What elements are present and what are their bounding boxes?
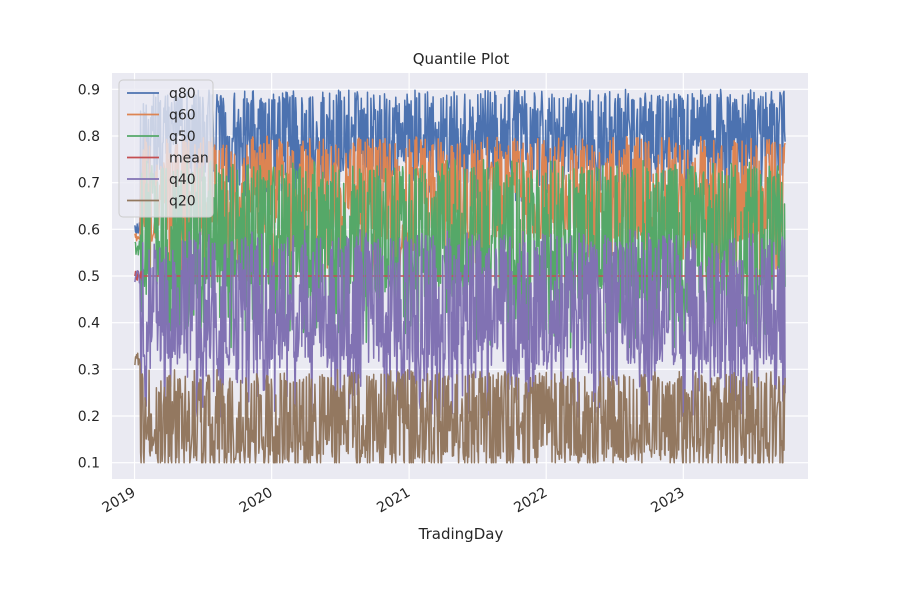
- y-tick-label: 0.9: [78, 82, 100, 98]
- legend-label-q60: q60: [169, 108, 196, 124]
- chart-title: Quantile Plot: [413, 50, 510, 68]
- series-line-q50: [134, 158, 786, 349]
- legend: q80 q60 q50 mean q40 q20: [118, 79, 214, 218]
- legend-label-q50: q50: [169, 129, 196, 145]
- series-lines: [134, 88, 786, 464]
- x-tick-label: 2019: [100, 485, 139, 517]
- x-tick-label: 2021: [374, 485, 413, 517]
- y-tick-label: 0.1: [78, 456, 100, 472]
- y-tick-label: 0.7: [78, 176, 100, 192]
- legend-label-mean: mean: [169, 151, 209, 167]
- x-axis-label: TradingDay: [418, 525, 504, 543]
- y-tick-label: 0.5: [78, 269, 100, 285]
- legend-label-q80: q80: [169, 86, 196, 102]
- y-tick-label: 0.4: [78, 316, 100, 332]
- y-tick-label: 0.6: [78, 222, 100, 238]
- y-tick-label: 0.3: [78, 362, 100, 378]
- series-line-q20: [134, 352, 786, 464]
- x-tick-label: 2023: [648, 485, 687, 517]
- x-tick-label: 2020: [237, 485, 276, 517]
- y-tick-label: 0.8: [78, 129, 100, 145]
- legend-label-q40: q40: [169, 172, 196, 188]
- legend-label-q20: q20: [169, 194, 196, 210]
- y-tick-label: 0.2: [78, 409, 100, 425]
- legend-box: [118, 79, 214, 218]
- series-line-q40: [134, 229, 786, 419]
- x-tick-label: 2022: [511, 485, 550, 517]
